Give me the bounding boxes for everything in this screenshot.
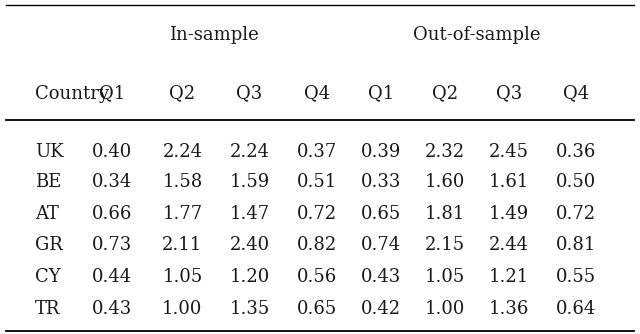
Text: 0.72: 0.72 <box>297 205 337 223</box>
Text: 2.32: 2.32 <box>425 143 465 161</box>
Text: 0.51: 0.51 <box>297 173 337 191</box>
Text: Q3: Q3 <box>495 85 522 103</box>
Text: UK: UK <box>35 143 64 161</box>
Text: 1.35: 1.35 <box>230 300 269 318</box>
Text: 1.00: 1.00 <box>424 300 465 318</box>
Text: 1.77: 1.77 <box>163 205 202 223</box>
Text: 0.56: 0.56 <box>297 268 337 286</box>
Text: 1.59: 1.59 <box>230 173 269 191</box>
Text: 0.34: 0.34 <box>92 173 132 191</box>
Text: Country: Country <box>35 85 109 103</box>
Text: 0.39: 0.39 <box>360 143 401 161</box>
Text: Q4: Q4 <box>563 85 589 103</box>
Text: 0.82: 0.82 <box>297 236 337 255</box>
Text: 0.37: 0.37 <box>297 143 337 161</box>
Text: 0.44: 0.44 <box>92 268 132 286</box>
Text: Out-of-sample: Out-of-sample <box>413 26 541 44</box>
Text: 0.40: 0.40 <box>92 143 132 161</box>
Text: Q3: Q3 <box>236 85 263 103</box>
Text: 1.49: 1.49 <box>489 205 529 223</box>
Text: 1.81: 1.81 <box>424 205 465 223</box>
Text: 0.43: 0.43 <box>92 300 132 318</box>
Text: Q2: Q2 <box>432 85 458 103</box>
Text: 0.65: 0.65 <box>361 205 401 223</box>
Text: 0.66: 0.66 <box>92 205 132 223</box>
Text: CY: CY <box>35 268 61 286</box>
Text: 2.44: 2.44 <box>489 236 529 255</box>
Text: 2.40: 2.40 <box>230 236 269 255</box>
Text: 1.21: 1.21 <box>489 268 529 286</box>
Text: 0.65: 0.65 <box>297 300 337 318</box>
Text: GR: GR <box>35 236 63 255</box>
Text: 2.11: 2.11 <box>163 236 202 255</box>
Text: 1.60: 1.60 <box>424 173 465 191</box>
Text: 0.74: 0.74 <box>361 236 401 255</box>
Text: 0.50: 0.50 <box>556 173 596 191</box>
Text: 1.36: 1.36 <box>488 300 529 318</box>
Text: BE: BE <box>35 173 61 191</box>
Text: 0.55: 0.55 <box>556 268 596 286</box>
Text: Q4: Q4 <box>304 85 330 103</box>
Text: 0.81: 0.81 <box>556 236 596 255</box>
Text: Q2: Q2 <box>170 85 195 103</box>
Text: 0.64: 0.64 <box>556 300 596 318</box>
Text: AT: AT <box>35 205 59 223</box>
Text: Q1: Q1 <box>367 85 394 103</box>
Text: 1.58: 1.58 <box>163 173 202 191</box>
Text: 0.36: 0.36 <box>556 143 596 161</box>
Text: 2.24: 2.24 <box>230 143 269 161</box>
Text: 1.47: 1.47 <box>230 205 269 223</box>
Text: 2.45: 2.45 <box>489 143 529 161</box>
Text: 1.00: 1.00 <box>162 300 203 318</box>
Text: Q1: Q1 <box>99 85 125 103</box>
Text: 0.73: 0.73 <box>92 236 132 255</box>
Text: 0.72: 0.72 <box>556 205 596 223</box>
Text: 1.61: 1.61 <box>488 173 529 191</box>
Text: 1.05: 1.05 <box>425 268 465 286</box>
Text: 1.20: 1.20 <box>230 268 269 286</box>
Text: 0.42: 0.42 <box>361 300 401 318</box>
Text: 1.05: 1.05 <box>163 268 202 286</box>
Text: 2.15: 2.15 <box>425 236 465 255</box>
Text: 0.33: 0.33 <box>360 173 401 191</box>
Text: TR: TR <box>35 300 61 318</box>
Text: In-sample: In-sample <box>170 26 259 44</box>
Text: 2.24: 2.24 <box>163 143 202 161</box>
Text: 0.43: 0.43 <box>361 268 401 286</box>
